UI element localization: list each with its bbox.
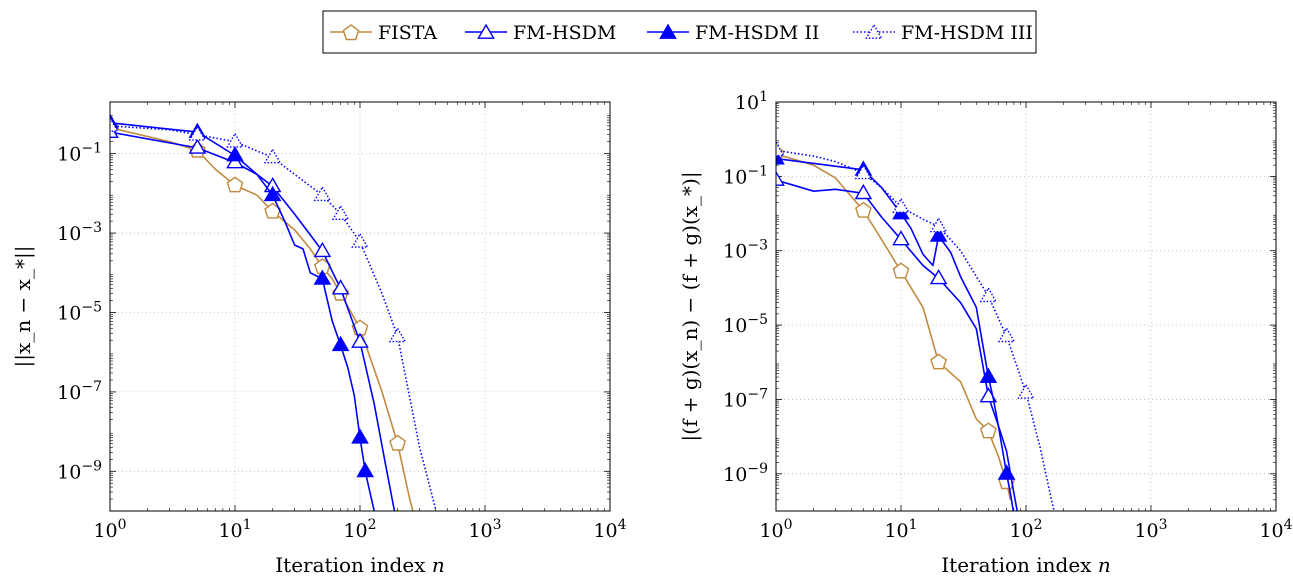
series-marker-fm-hsdm xyxy=(313,241,332,258)
series-marker-fm-hsdm-iii xyxy=(263,148,282,164)
y-tick-label: 10−1 xyxy=(723,163,768,188)
grid xyxy=(109,102,611,511)
series-marker-fm-hsdm xyxy=(351,332,369,348)
legend-label: FM-HSDM xyxy=(513,22,616,44)
legend-entry-fm-hsdm-iii: FM-HSDM III xyxy=(853,22,1033,44)
series-marker-fm-hsdm-iii xyxy=(979,286,998,303)
y-axis-ticks: 10−1 10−3 10−5 10−7 10−9 xyxy=(57,141,610,483)
x-tick-label: 104 xyxy=(593,517,626,542)
series-marker-fista xyxy=(892,262,910,279)
series-line-fista xyxy=(776,153,1012,500)
x-tick-label: 104 xyxy=(1259,517,1292,542)
plot-right: 100 101 102 103 104 101 10−1 10−3 10−5 10−7 10−9 It… xyxy=(678,89,1293,577)
x-axis-label: Iteration index n xyxy=(275,553,444,577)
y-tick-label: 101 xyxy=(735,89,768,114)
y-tick-label: 10−5 xyxy=(723,312,768,337)
series-marker-fm-hsdm xyxy=(892,230,910,246)
series-marker-fm-hsdm-ii xyxy=(979,367,998,383)
series-marker-fm-hsdm-iii xyxy=(188,125,207,141)
series-marker-fista xyxy=(930,353,948,370)
series-line-fm-hsdm xyxy=(110,131,396,511)
series-marker-fm-hsdm-iii xyxy=(313,185,332,202)
plot-frame xyxy=(775,101,1277,512)
y-axis-label: |(f + g)(x_n) − (f + g)(x_*)| xyxy=(678,171,703,441)
series-line-fm-hsdm xyxy=(776,179,1018,511)
legend-label: FM-HSDM II xyxy=(695,22,819,44)
series-marker-fm-hsdm-ii xyxy=(356,461,375,478)
y-tick-label: 10−3 xyxy=(723,238,768,263)
series-line-fm-hsdm-ii xyxy=(110,122,376,511)
plot-left: 100 101 102 103 104 10−1 10−3 10−5 10−7 10−9 Itera… xyxy=(11,101,627,577)
x-tick-label: 102 xyxy=(343,517,376,542)
x-axis-ticks: 100 101 102 103 104 xyxy=(759,102,1293,542)
x-tick-label: 101 xyxy=(884,517,917,542)
y-tick-label: 10−9 xyxy=(57,458,102,483)
y-axis-ticks: 101 10−1 10−3 10−5 10−7 10−9 xyxy=(723,89,1276,486)
legend-marker-triangle xyxy=(659,23,677,39)
x-tick-label: 103 xyxy=(1134,517,1167,542)
series-marker-fm-hsdm-iii xyxy=(1017,383,1035,399)
series-marker-fm-hsdm-iii xyxy=(226,132,244,148)
x-tick-label: 103 xyxy=(468,517,501,542)
x-axis-label: Iteration index n xyxy=(941,553,1110,577)
series-marker-fm-hsdm xyxy=(776,170,785,186)
series-group xyxy=(776,140,1055,511)
series-marker-fm-hsdm-iii xyxy=(997,326,1016,343)
series-marker-fm-hsdm-ii xyxy=(997,464,1016,480)
series-marker-fm-hsdm xyxy=(331,279,350,295)
series-marker-fm-hsdm-iii xyxy=(892,197,910,213)
x-tick-label: 100 xyxy=(759,517,792,542)
series-group xyxy=(110,113,437,511)
x-tick-label: 102 xyxy=(1009,517,1042,542)
series-marker-fm-hsdm-ii xyxy=(929,226,948,242)
series-marker-fm-hsdm-ii xyxy=(351,428,369,444)
y-tick-label: 10−3 xyxy=(57,220,102,245)
legend-entry-fista: FISTA xyxy=(330,22,437,44)
x-tick-label: 100 xyxy=(93,517,126,542)
series-marker-fista xyxy=(226,176,244,193)
legend: FISTA FM-HSDM FM-HSDM II FM-HSDM III xyxy=(322,10,1037,54)
series-marker-fm-hsdm-ii xyxy=(313,269,332,285)
legend-entry-fm-hsdm-ii: FM-HSDM II xyxy=(647,22,819,44)
series-marker-fm-hsdm-iii xyxy=(929,217,948,233)
legend-marker-triangle xyxy=(477,23,495,39)
y-tick-label: 10−5 xyxy=(57,299,102,324)
series-marker-fm-hsdm-ii xyxy=(263,185,282,202)
series-marker-fm-hsdm-iii xyxy=(331,204,350,221)
legend-marker-pentagon xyxy=(342,24,360,41)
series-line-fm-hsdm-ii xyxy=(776,157,1015,511)
series-line-fista xyxy=(110,126,414,511)
series-marker-fm-hsdm xyxy=(929,269,948,285)
legend-entry-fm-hsdm: FM-HSDM xyxy=(465,22,616,44)
grid xyxy=(775,101,1277,511)
x-tick-label: 101 xyxy=(218,517,251,542)
y-tick-label: 10−1 xyxy=(57,141,102,166)
series-line-fm-hsdm-iii xyxy=(110,125,437,511)
series-marker-fm-hsdm xyxy=(854,183,873,200)
legend-marker-triangle xyxy=(865,23,883,39)
y-tick-label: 10−7 xyxy=(57,379,102,404)
series-marker-fista xyxy=(979,422,997,439)
series-marker-fm-hsdm-iii xyxy=(854,164,873,180)
series-marker-fista xyxy=(854,201,872,218)
series-line-fm-hsdm-iii xyxy=(776,149,1055,511)
series-marker-fm-hsdm-iii xyxy=(388,326,407,343)
legend-label: FISTA xyxy=(378,22,437,44)
y-tick-label: 10−7 xyxy=(723,386,768,411)
x-axis-ticks: 100 101 102 103 104 xyxy=(93,102,627,542)
series-marker-fista xyxy=(389,434,407,451)
series-marker-fm-hsdm-ii xyxy=(226,146,244,162)
plot-frame xyxy=(109,101,611,512)
series-marker-fm-hsdm-iii xyxy=(351,232,369,248)
legend-label: FM-HSDM III xyxy=(901,22,1033,44)
series-marker-fm-hsdm xyxy=(188,138,207,154)
series-marker-fm-hsdm-iii xyxy=(110,116,119,132)
series-marker-fm-hsdm-ii xyxy=(331,335,350,352)
y-axis-label: ||x_n − x_*|| xyxy=(11,246,36,368)
series-marker-fm-hsdm-ii xyxy=(776,149,785,165)
series-marker-fm-hsdm-iii xyxy=(776,140,785,157)
y-tick-label: 10−9 xyxy=(723,461,768,486)
